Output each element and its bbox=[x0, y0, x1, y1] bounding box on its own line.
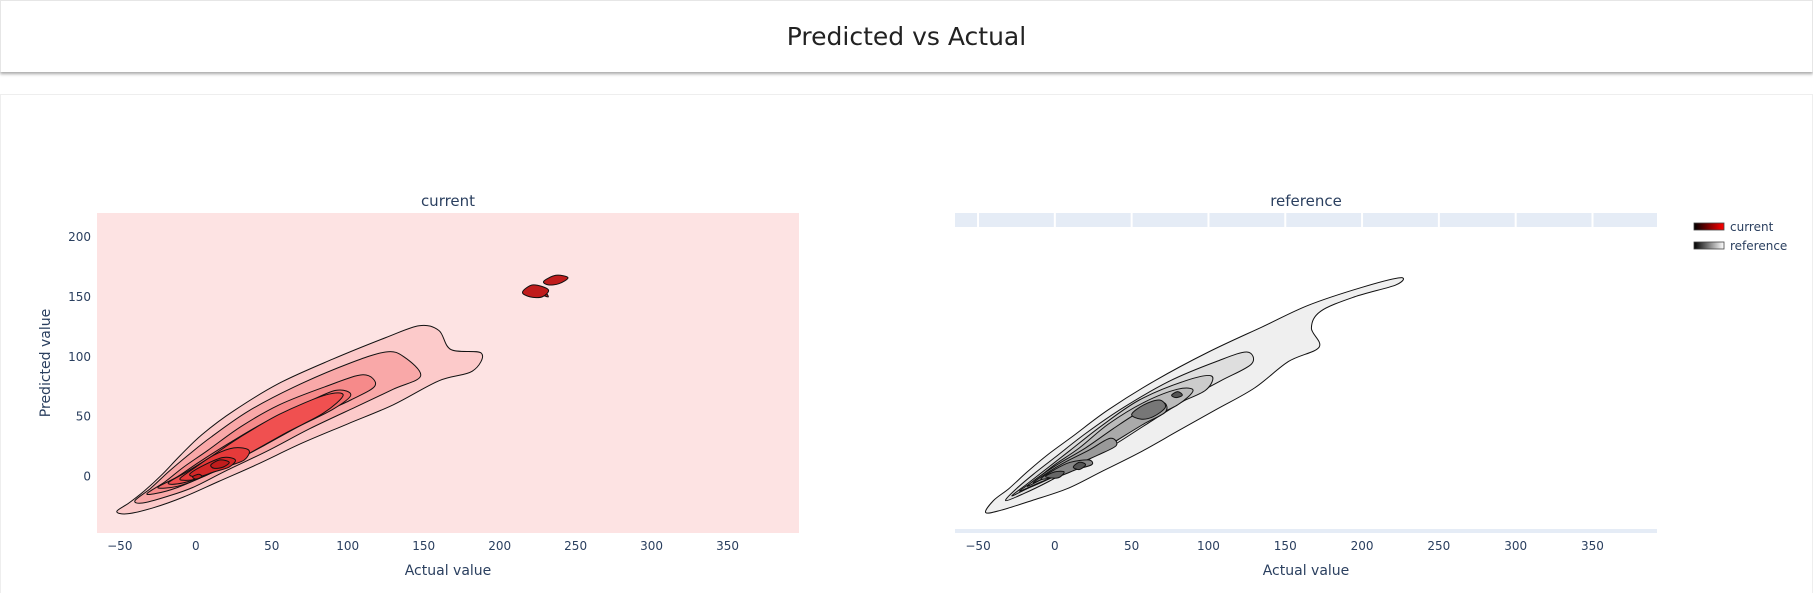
grid-band-top bbox=[955, 213, 1657, 227]
y-tick-label: 100 bbox=[68, 350, 91, 364]
x-tick-label: 200 bbox=[1351, 539, 1374, 553]
x-tick-label: 150 bbox=[412, 539, 435, 553]
contour-group bbox=[985, 277, 1405, 514]
y-tick-label: 150 bbox=[68, 290, 91, 304]
contour-chart[interactable]: current −50 0 50 100 150 200 250 300 350 0 50 100 150… bbox=[1, 95, 1812, 593]
subplot-title: current bbox=[421, 192, 475, 210]
x-tick-label: −50 bbox=[965, 539, 990, 553]
contour-level-11 bbox=[542, 274, 569, 286]
contour-level-7 bbox=[210, 459, 230, 469]
x-tick-label: 250 bbox=[564, 539, 587, 553]
x-tick-label: 300 bbox=[1504, 539, 1527, 553]
x-tick-label: 350 bbox=[1581, 539, 1604, 553]
page-header: Predicted vs Actual bbox=[0, 0, 1813, 72]
contour-level-7 bbox=[1131, 399, 1167, 420]
contour-level-8 bbox=[1045, 470, 1065, 479]
page-title: Predicted vs Actual bbox=[786, 22, 1027, 51]
grid-band-bottom bbox=[955, 529, 1657, 533]
legend: current reference bbox=[1693, 220, 1787, 253]
subplot-current: current −50 0 50 100 150 200 250 300 350 0 50 100 150… bbox=[38, 192, 799, 579]
x-tick-label: 200 bbox=[488, 539, 511, 553]
subplot-reference: reference −50 0 50 100 150 200 250 300 350 Actual … bbox=[955, 192, 1657, 579]
x-tick-label: −50 bbox=[107, 539, 132, 553]
y-tick-label: 50 bbox=[76, 410, 91, 424]
chart-card: current −50 0 50 100 150 200 250 300 350 0 50 100 150… bbox=[0, 94, 1813, 593]
x-axis-title: Actual value bbox=[405, 563, 492, 579]
legend-label: reference bbox=[1730, 239, 1787, 253]
x-tick-label: 50 bbox=[1124, 539, 1139, 553]
legend-item-current: current bbox=[1693, 220, 1774, 234]
contour-group bbox=[116, 274, 569, 515]
x-tick-label: 300 bbox=[640, 539, 663, 553]
legend-label: current bbox=[1730, 220, 1774, 234]
legend-swatch bbox=[1693, 222, 1725, 231]
y-tick-label: 0 bbox=[83, 470, 91, 484]
legend-swatch bbox=[1693, 241, 1725, 250]
subplot-title: reference bbox=[1270, 192, 1342, 210]
x-tick-label: 350 bbox=[716, 539, 739, 553]
contour-level-10 bbox=[521, 284, 550, 299]
x-tick-label: 250 bbox=[1427, 539, 1450, 553]
contour-level-9 bbox=[1072, 461, 1087, 471]
contour-level-10 bbox=[1171, 391, 1183, 399]
x-tick-label: 100 bbox=[1197, 539, 1220, 553]
contour-level-8 bbox=[192, 473, 203, 480]
x-tick-label: 50 bbox=[264, 539, 279, 553]
y-tick-label: 200 bbox=[68, 230, 91, 244]
x-axis-title: Actual value bbox=[1263, 563, 1350, 579]
x-tick-label: 0 bbox=[192, 539, 200, 553]
x-tick-label: 100 bbox=[336, 539, 359, 553]
y-axis-title: Predicted value bbox=[38, 309, 54, 417]
legend-item-reference: reference bbox=[1693, 239, 1787, 253]
x-tick-label: 150 bbox=[1274, 539, 1297, 553]
x-tick-label: 0 bbox=[1051, 539, 1059, 553]
